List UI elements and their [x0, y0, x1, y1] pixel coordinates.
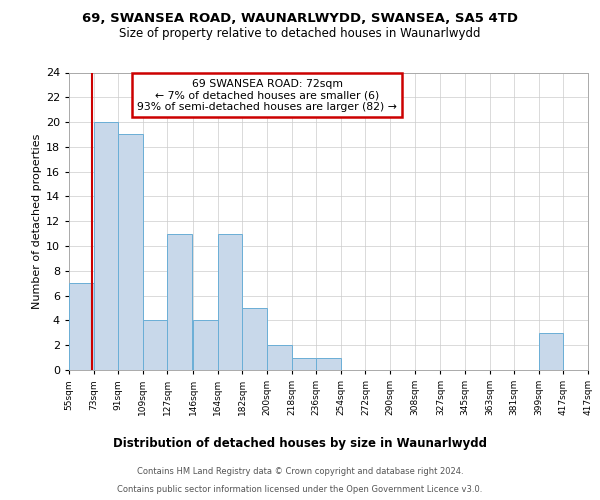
Bar [218, 234, 242, 370]
Bar [292, 358, 316, 370]
Bar [316, 358, 341, 370]
Bar [539, 333, 563, 370]
Text: Contains public sector information licensed under the Open Government Licence v3: Contains public sector information licen… [118, 485, 482, 494]
Text: Contains HM Land Registry data © Crown copyright and database right 2024.: Contains HM Land Registry data © Crown c… [137, 468, 463, 476]
Bar [193, 320, 218, 370]
Bar [167, 234, 192, 370]
Bar [242, 308, 267, 370]
Bar [94, 122, 118, 370]
Text: Size of property relative to detached houses in Waunarlwydd: Size of property relative to detached ho… [119, 28, 481, 40]
Bar [69, 283, 94, 370]
Y-axis label: Number of detached properties: Number of detached properties [32, 134, 41, 309]
Bar [118, 134, 143, 370]
Text: Distribution of detached houses by size in Waunarlwydd: Distribution of detached houses by size … [113, 438, 487, 450]
Text: 69 SWANSEA ROAD: 72sqm
← 7% of detached houses are smaller (6)
93% of semi-detac: 69 SWANSEA ROAD: 72sqm ← 7% of detached … [137, 78, 397, 112]
Bar [267, 345, 292, 370]
Text: 69, SWANSEA ROAD, WAUNARLWYDD, SWANSEA, SA5 4TD: 69, SWANSEA ROAD, WAUNARLWYDD, SWANSEA, … [82, 12, 518, 26]
Bar [143, 320, 167, 370]
